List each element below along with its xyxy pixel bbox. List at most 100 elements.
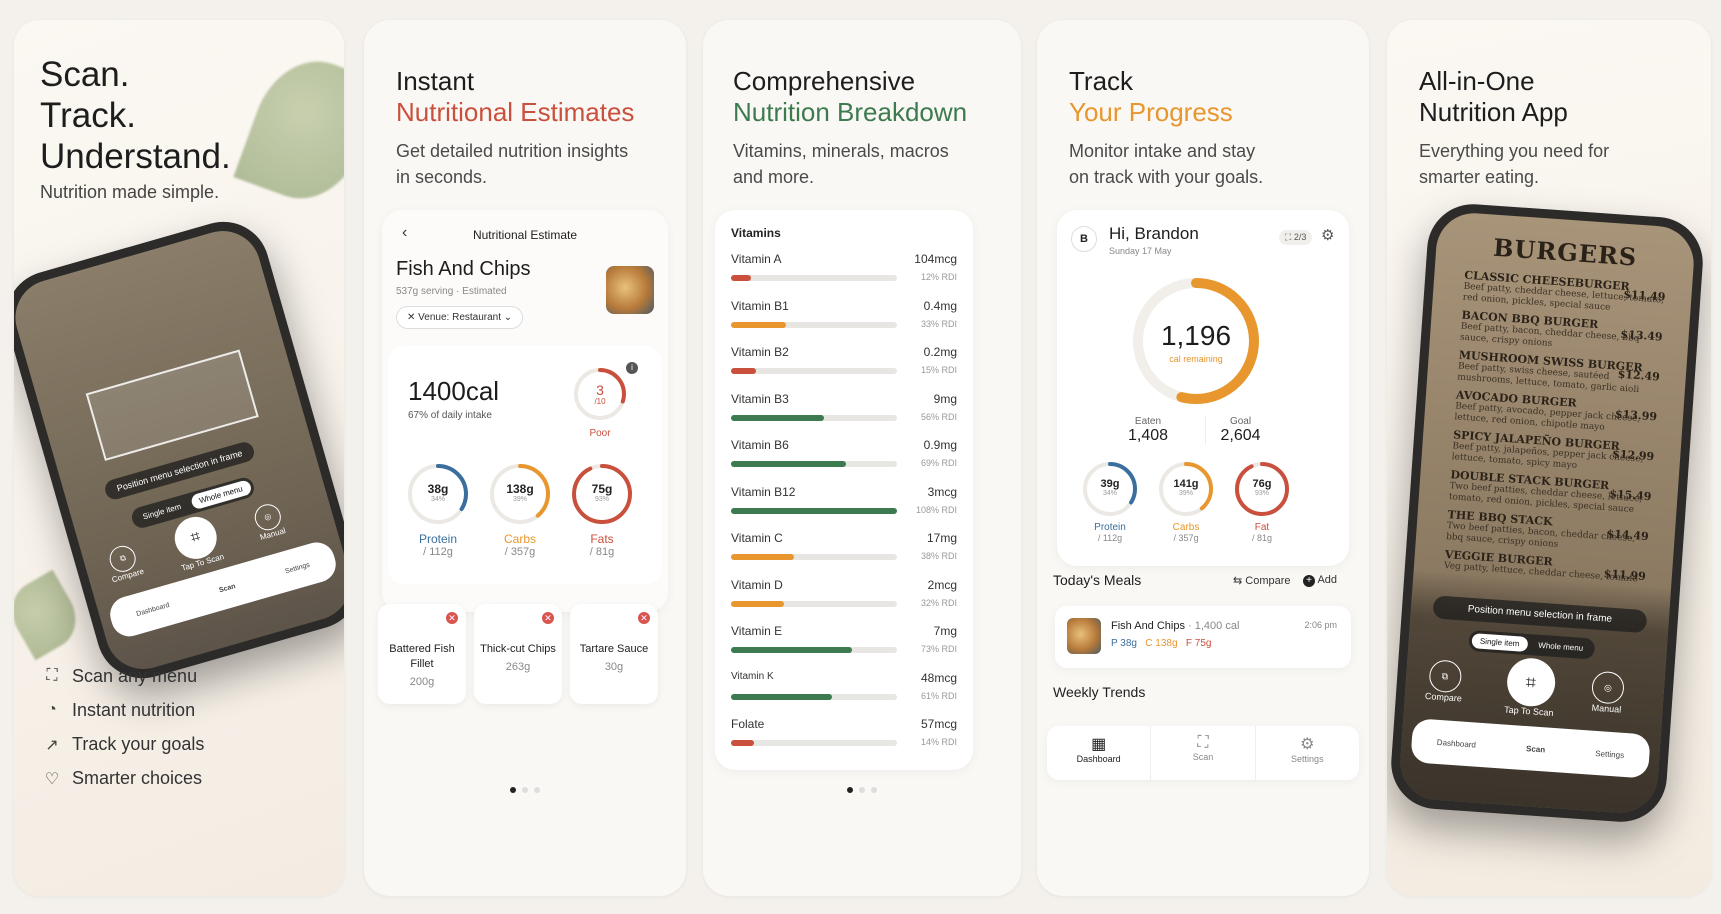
vitamin-rdi: 38% RDI [920, 551, 957, 561]
utensils-icon: ✕ [407, 312, 419, 323]
vitamin-row: Vitamin E 7mg 73% RDI [731, 624, 957, 670]
gear-icon: ⚙ [1300, 736, 1315, 753]
vitamin-bar-fill [731, 507, 897, 514]
vitamin-bar [731, 414, 897, 421]
macro-ring [572, 464, 632, 524]
vitamin-amount: 57mcg [920, 717, 957, 731]
remove-icon[interactable]: ✕ [542, 612, 554, 624]
vitamin-name: Vitamin A [731, 252, 782, 266]
macro-label: Fat/ 81g [1251, 522, 1273, 543]
nav-dashboard[interactable]: Dashboard [1436, 737, 1477, 750]
dish-photo [606, 266, 654, 314]
vitamin-amount: 2mcg [927, 577, 957, 592]
info-icon[interactable]: i [626, 362, 638, 374]
nav-settings[interactable]: Settings [284, 561, 311, 575]
gear-icon[interactable]: ⚙ [1321, 227, 1335, 244]
macro-ring-arc [1083, 462, 1137, 516]
vitamin-rdi: 73% RDI [920, 644, 957, 654]
macro-ring [408, 464, 468, 524]
date: Sunday 17 May [1109, 246, 1172, 256]
tap-to-scan-button[interactable]: ⌗ Tap To Scan [1504, 656, 1557, 718]
vitamin-bar-fill [731, 321, 786, 328]
feature-smarter: ♡ Smarter choices [42, 768, 202, 789]
score-label: Poor [589, 428, 611, 439]
vitamin-amount: 48mcg [920, 670, 957, 685]
compare-button[interactable]: ⇆ Compare [1233, 575, 1291, 587]
macro-ring-arc [1159, 462, 1213, 516]
panel-subtitle: Monitor intake and stay on track with yo… [1069, 141, 1264, 187]
nav-scan[interactable]: ⛶ Scan [1151, 726, 1256, 780]
vitamin-bar [731, 740, 897, 746]
tap-to-scan-button[interactable]: ⌗ Tap To Scan [169, 511, 225, 573]
manual-button[interactable]: ◎ Manual [251, 501, 287, 542]
vitamin-rdi: 15% RDI [920, 365, 957, 375]
plus-icon: + [1303, 575, 1315, 587]
panel-title: All-in-One Nutrition App [1419, 66, 1568, 127]
feature-instant: ◔ Instant nutrition [42, 700, 195, 721]
vitamin-row: Vitamin C 17mg 38% RDI [731, 531, 957, 577]
nav-settings[interactable]: Settings [1594, 748, 1625, 760]
nav-dashboard[interactable]: ▦ Dashboard [1047, 726, 1152, 780]
venue-selector[interactable]: ✕ Venue: Restaurant ⌄ [396, 306, 524, 329]
vitamin-bar [731, 461, 897, 467]
calorie-ring [1133, 278, 1259, 404]
nav-scan[interactable]: Scan [218, 582, 237, 594]
nav-scan[interactable]: Scan [1525, 743, 1546, 754]
macro-label: Carbs/ 357g [1172, 522, 1200, 543]
leaf-decoration [233, 45, 344, 215]
meal-macros: P 38g C 138g F 75g [1111, 638, 1212, 649]
vitamin-bar [731, 275, 897, 281]
panel-breakdown: Comprehensive Nutrition Breakdown Vitami… [703, 20, 1021, 896]
remove-icon[interactable]: ✕ [638, 612, 650, 624]
meals-title: Today's Meals [1053, 572, 1142, 588]
component-card[interactable]: ✕ Thick-cut Chips 263g [474, 604, 562, 704]
manual-button[interactable]: ◎ Manual [1590, 670, 1626, 715]
remove-icon[interactable]: ✕ [446, 612, 458, 624]
avatar[interactable]: B [1071, 226, 1097, 252]
component-card[interactable]: ✕ Battered Fish Fillet 200g [378, 604, 466, 704]
nav-settings[interactable]: ⚙ Settings [1256, 726, 1359, 780]
vitamin-bar-fill [731, 740, 755, 746]
panel-title: Comprehensive Nutrition Breakdown [733, 66, 968, 127]
macro-ring-arc [490, 464, 550, 524]
vitamin-bar [731, 693, 897, 700]
panel-title: Instant Nutritional Estimates [396, 66, 635, 127]
compare-button[interactable]: ⧉ Compare [104, 542, 145, 584]
macro-label: Protein/ 112g [418, 532, 458, 558]
meal-photo [1067, 618, 1101, 654]
vitamin-name: Folate [731, 717, 765, 731]
greeting: Hi, Brandon [1109, 224, 1199, 243]
scan-frame-icon: ⛶ [1285, 232, 1294, 242]
vitamin-name: Vitamin B2 [731, 345, 789, 359]
macro-label: Fats/ 81g [589, 532, 615, 558]
vitamin-bar [731, 554, 897, 560]
hero-headline: Scan. Track. Understand. [40, 55, 231, 176]
panel-scan-track: Scan. Track. Understand. Nutrition made … [14, 20, 344, 896]
nav-dashboard[interactable]: Dashboard [135, 601, 171, 618]
vitamin-bar-fill [731, 414, 824, 421]
macro-value: 76g 93% [1252, 478, 1272, 497]
camera-icon: ◎ [1590, 670, 1626, 705]
mode-whole[interactable]: Whole menu [189, 479, 253, 511]
mode-single[interactable]: Single item [1471, 633, 1528, 652]
vitamin-amount: 104mcg [914, 252, 957, 266]
heart-check-icon: ♡ [44, 770, 60, 788]
compare-button[interactable]: ⧉ Compare [1425, 659, 1465, 704]
meal-row[interactable]: Fish And Chips · 1,400 cal 2:06 pm P 38g… [1055, 606, 1351, 668]
vitamin-amount: 0.9mg [923, 438, 957, 452]
vitamin-row: Vitamin B2 0.2mg 15% RDI [731, 345, 957, 391]
mode-whole[interactable]: Whole menu [1538, 640, 1584, 653]
vitamin-name: Vitamin B3 [731, 391, 789, 406]
macro-value: 75g 93% [591, 482, 613, 503]
vitamin-bar-fill [731, 600, 785, 607]
macro-value: 141g 39% [1173, 478, 1199, 497]
back-icon[interactable]: ‹ [402, 224, 408, 241]
add-meal-button[interactable]: + Add [1303, 574, 1337, 587]
macro-value: 138g 39% [506, 482, 534, 503]
scan-icon: ⌗ [1505, 656, 1557, 708]
compare-icon: ⇆ [1233, 575, 1246, 587]
vitamin-bar-fill [731, 693, 833, 700]
component-card[interactable]: ✕ Tartare Sauce 30g [570, 604, 658, 704]
vitamin-row: Vitamin B12 3mcg 108% RDI [731, 485, 957, 531]
vitamin-bar [731, 321, 897, 328]
